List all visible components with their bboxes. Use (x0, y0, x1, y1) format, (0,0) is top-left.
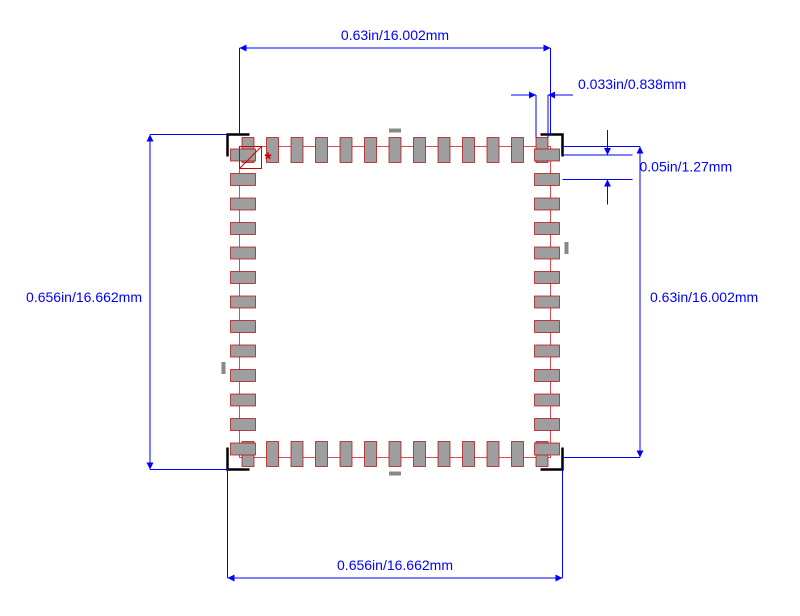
pad-left (231, 419, 256, 431)
pad-top (316, 138, 328, 163)
pad-bottom (512, 442, 524, 467)
pad-bottom (438, 442, 450, 467)
pad-top (414, 138, 426, 163)
pad-right (535, 443, 560, 455)
pad-bottom (365, 442, 377, 467)
pad-top (487, 138, 499, 163)
pad-bottom (316, 442, 328, 467)
pad-top (463, 138, 475, 163)
pad-right (535, 296, 560, 308)
dim-right-height: 0.63in/16.002mm (650, 289, 758, 305)
pad-right (535, 321, 560, 333)
pad-left (231, 296, 256, 308)
pad-right (535, 394, 560, 406)
pad-left (231, 198, 256, 210)
edge-mark-bottom (389, 472, 401, 476)
pad-right (535, 223, 560, 235)
dim-bottom-width: 0.656in/16.662mm (337, 557, 453, 573)
pad-right (535, 198, 560, 210)
pad-top (438, 138, 450, 163)
dim-top-width: 0.63in/16.002mm (341, 27, 449, 43)
edge-mark-right (565, 242, 569, 254)
edge-mark-left (222, 362, 226, 374)
pad-left (231, 321, 256, 333)
pad-right (535, 345, 560, 357)
pad-bottom (291, 442, 303, 467)
pad-right (535, 419, 560, 431)
pad-bottom (463, 442, 475, 467)
pad-left (231, 247, 256, 259)
pad-right (535, 149, 560, 161)
pad-top (365, 138, 377, 163)
pad-top (291, 138, 303, 163)
pad-bottom (487, 442, 499, 467)
pin1-asterisk: * (265, 150, 272, 170)
package-body-outline (240, 147, 551, 458)
pad-left (231, 370, 256, 382)
pad-left (231, 272, 256, 284)
pad-left (231, 174, 256, 186)
pad-bottom (389, 442, 401, 467)
dim-pad-width: 0.033in/0.838mm (578, 76, 686, 92)
pad-bottom (414, 442, 426, 467)
dim-pad-pitch: 0.05in/1.27mm (640, 158, 733, 174)
pad-right (535, 247, 560, 259)
pad-left (231, 345, 256, 357)
pad-bottom (267, 442, 279, 467)
pad-left (231, 443, 256, 455)
pad-right (535, 370, 560, 382)
pad-right (535, 272, 560, 284)
pad-top (389, 138, 401, 163)
dim-left-height: 0.656in/16.662mm (26, 289, 142, 305)
pad-top (340, 138, 352, 163)
pad-left (231, 394, 256, 406)
edge-mark-top (389, 129, 401, 133)
pad-right (535, 174, 560, 186)
pad-left (231, 149, 256, 161)
pad-left (231, 223, 256, 235)
pad-top (512, 138, 524, 163)
pad-bottom (340, 442, 352, 467)
